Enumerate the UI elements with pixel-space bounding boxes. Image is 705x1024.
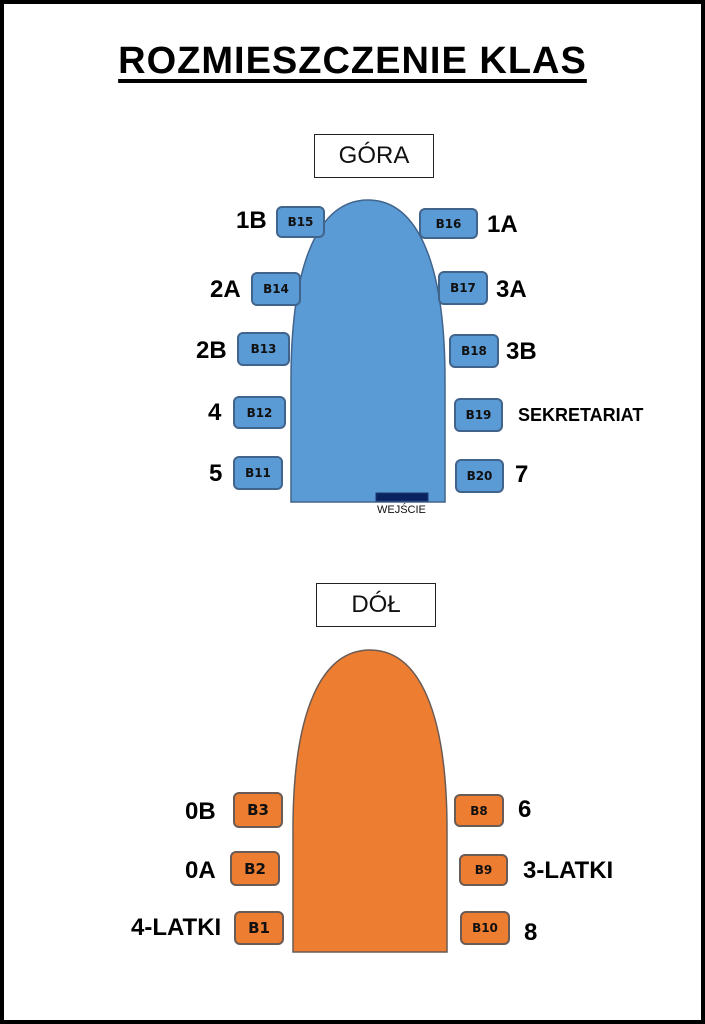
room-b20: B20 bbox=[455, 459, 504, 493]
class-label-b11: 5 bbox=[209, 460, 223, 487]
class-label-b13: 2B bbox=[196, 337, 227, 364]
room-b12: B12 bbox=[233, 396, 286, 429]
class-label-b15: 1B bbox=[236, 207, 267, 234]
room-b11: B11 bbox=[233, 456, 283, 490]
class-label-b10: 8 bbox=[524, 919, 538, 946]
room-b19: B19 bbox=[454, 398, 503, 432]
room-b1: B1 bbox=[234, 911, 284, 945]
room-b3: B3 bbox=[233, 792, 283, 828]
room-b18: B18 bbox=[449, 334, 499, 368]
class-label-b12: 4 bbox=[208, 399, 222, 426]
class-label-b14: 2A bbox=[210, 276, 241, 303]
class-label-b19: SEKRETARIAT bbox=[518, 405, 644, 425]
class-label-b16: 1A bbox=[487, 211, 518, 238]
room-b2: B2 bbox=[230, 851, 280, 886]
entrance-marker bbox=[375, 492, 429, 502]
room-b14: B14 bbox=[251, 272, 301, 306]
room-b13: B13 bbox=[237, 332, 290, 366]
class-label-b1: 4-LATKI bbox=[131, 914, 222, 941]
page-title: ROZMIESZCZENIE KLAS bbox=[118, 40, 587, 82]
entrance-label: WEJŚCIE bbox=[377, 504, 426, 516]
room-b17: B17 bbox=[438, 271, 488, 305]
room-b16: B16 bbox=[419, 208, 478, 239]
room-b10: B10 bbox=[460, 911, 510, 945]
class-label-b18: 3B bbox=[506, 338, 537, 365]
lower-floor-label: DÓŁ bbox=[316, 583, 436, 627]
class-label-b3: 0B bbox=[185, 798, 216, 825]
room-b15: B15 bbox=[276, 206, 325, 238]
class-label-b2: 0A bbox=[185, 857, 216, 884]
lower-floor-hall-shape bbox=[292, 649, 448, 953]
upper-floor-label: GÓRA bbox=[314, 134, 434, 178]
room-b8: B8 bbox=[454, 794, 504, 827]
class-label-b20: 7 bbox=[515, 461, 529, 488]
class-label-b17: 3A bbox=[496, 276, 527, 303]
class-label-b9: 3-LATKI bbox=[523, 857, 614, 884]
class-label-b8: 6 bbox=[518, 796, 532, 823]
room-b9: B9 bbox=[459, 854, 508, 886]
